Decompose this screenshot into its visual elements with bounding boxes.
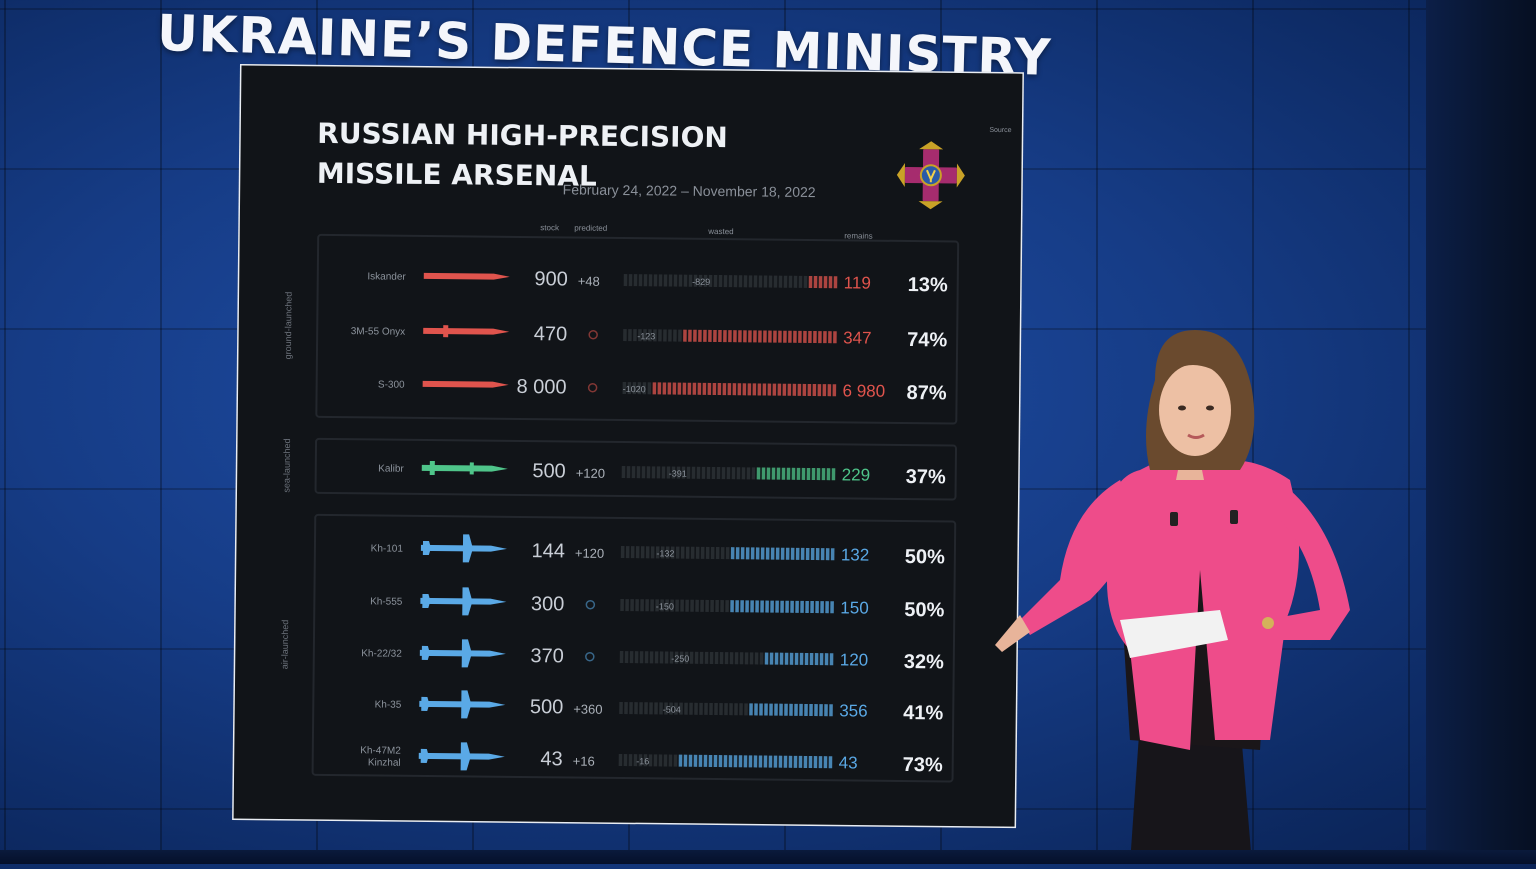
remains-value: 347 [843,328,872,347]
remaining-bar [622,382,837,397]
presenter-figure [995,330,1350,864]
remaining-percent: 32% [904,651,944,673]
chart-title-line-2: MISSILE ARSENAL [317,157,597,193]
remains-value: 229 [842,465,871,484]
missile-silhouette-icon [420,534,507,563]
predicted-value: +120 [576,466,605,481]
missile-silhouette-icon [420,587,507,616]
corner-label: Source [989,127,1011,134]
predicted-none-icon [585,599,596,610]
predicted-value: +360 [573,702,602,717]
remains-value: 43 [839,753,858,772]
missile-silhouette-icon [421,461,508,476]
group-frame-sea-launched [314,437,958,501]
wasted-value: -504 [663,704,681,714]
missile-name: Kh-101 [371,543,404,554]
missile-name: Kh-47M2Kinzhal [360,745,401,768]
header-remains: remains [844,231,873,240]
stock-value: 43 [540,748,562,770]
header-predicted: predicted [574,224,607,233]
remaining-percent: 37% [906,466,946,488]
wasted-value: -391 [669,469,687,479]
chart-title-line-1: RUSSIAN HIGH-PRECISION [317,117,728,154]
remaining-bar [623,329,837,344]
wasted-value: -250 [671,654,689,664]
stock-value: 8 000 [516,376,566,399]
remains-value: 120 [840,650,869,669]
remains-value: 150 [840,598,869,617]
remaining-bar [621,466,836,481]
missile-name: Kalibr [378,463,404,474]
wasted-value: -150 [656,601,674,611]
remaining-bar [619,702,833,717]
predicted-none-icon [585,651,595,662]
stock-value: 900 [534,268,568,290]
chart-rows: ground-launched Iskander 900 +48 -829 119 13% 3… [280,233,960,783]
group-frame-ground-launched [315,233,960,425]
remaining-percent: 87% [906,382,946,404]
predicted-value: +16 [573,754,595,769]
remaining-bar [623,274,838,289]
predicted-value: +120 [575,546,604,561]
missile-name: Iskander [367,271,406,282]
date-range: February 24, 2022 – November 18, 2022 [563,181,816,200]
studio-floor [0,850,1536,864]
header-wasted: wasted [707,227,733,236]
missile-silhouette-icon [419,639,506,668]
presenter [990,320,1380,864]
emblem-icon [896,141,965,210]
missile-arsenal-board: RUSSIAN HIGH-PRECISION MISSILE ARSENAL F… [232,64,1024,829]
remaining-percent: 41% [903,702,943,724]
remaining-percent: 74% [907,329,947,351]
group-label-sea-launched: sea-launched [282,438,293,492]
predicted-value: +48 [578,274,600,289]
remaining-bar [620,546,835,561]
wasted-value: -1020 [623,384,646,394]
board-frame [232,64,1024,829]
wasted-value: -123 [637,331,655,341]
chart-svg: RUSSIAN HIGH-PRECISION MISSILE ARSENAL F… [232,64,1024,829]
missile-silhouette-icon [423,272,510,280]
wasted-value: -132 [656,548,674,558]
remaining-percent: 50% [905,546,945,568]
studio-pillar [1426,0,1536,864]
remaining-bar [619,651,834,666]
remaining-percent: 13% [908,274,948,296]
group-frame-air-launched [311,513,957,783]
missile-silhouette-icon [423,325,510,338]
stock-value: 500 [532,460,566,482]
missile-silhouette-icon [422,380,509,388]
remaining-bar [620,599,834,614]
missile-name: 3M-55 Onyx [351,326,406,338]
stock-value: 300 [531,593,565,615]
remaining-percent: 50% [904,599,944,621]
remains-value: 356 [839,701,868,720]
header-stock: stock [540,223,560,232]
remaining-bar [618,754,833,769]
group-label-ground-launched: ground-launched [283,292,294,360]
wasted-value: -829 [692,277,710,287]
wasted-value: -16 [636,756,649,766]
remains-value: 119 [844,273,871,292]
remains-value: 132 [841,545,870,564]
missile-name: S-300 [378,379,405,390]
predicted-none-icon [588,329,598,340]
stock-value: 500 [530,696,564,718]
stock-value: 144 [531,540,565,562]
missile-name: Kh-22/32 [361,648,402,659]
predicted-none-icon [587,382,598,393]
remains-value: 6 980 [843,381,886,400]
group-label-air-launched: air-launched [280,620,291,670]
remaining-percent: 73% [903,754,943,776]
missile-name: Kh-35 [375,699,402,710]
missile-name: Kh-555 [370,596,403,607]
stock-value: 470 [534,323,568,345]
missile-silhouette-icon [418,742,505,771]
missile-silhouette-icon [419,690,506,719]
stock-value: 370 [530,645,564,667]
